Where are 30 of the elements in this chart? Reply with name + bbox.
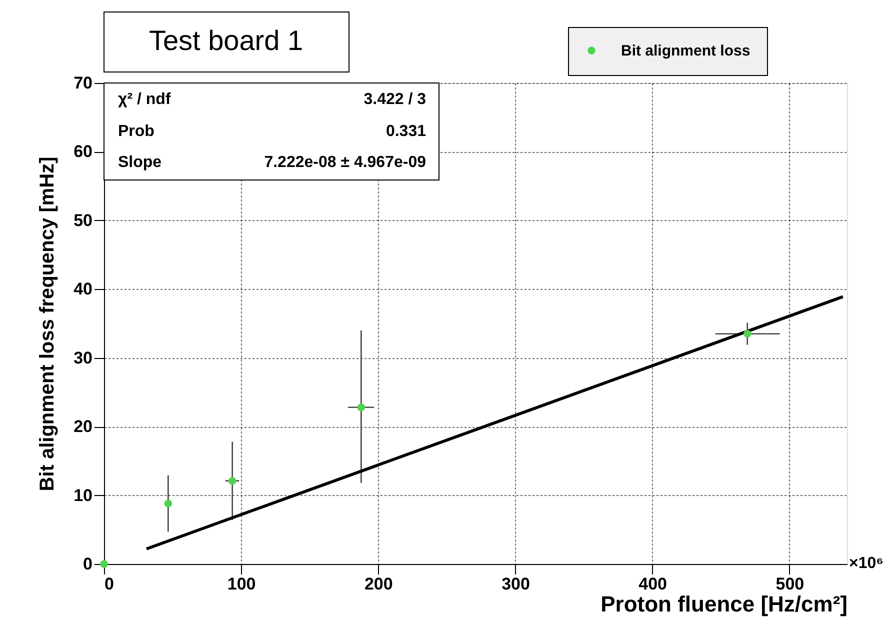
annotation: Slope (118, 154, 162, 171)
y-tick-label: 50 (74, 210, 92, 230)
y-tick-label: 20 (74, 417, 92, 436)
x-tick-label: 200 (364, 574, 393, 594)
y-tick-label: 30 (74, 348, 92, 368)
point (228, 476, 236, 485)
y-tick-label: 0 (83, 554, 92, 574)
x-axis-title: Proton fluence [Hz/cm²] (600, 592, 848, 616)
y-tick-label: 40 (74, 280, 92, 299)
point (164, 500, 172, 508)
point (357, 403, 366, 412)
x-tick-label: 0 (104, 574, 114, 594)
x-tick-label: 300 (502, 574, 530, 594)
annotation: 7.222e-08 ± 4.967e-09 (264, 154, 426, 171)
y-tick-label: 60 (74, 142, 92, 162)
y-tick-label: 70 (74, 74, 92, 92)
annotation: 3.422 / 3 (364, 91, 426, 108)
x-tick-label: 100 (227, 574, 256, 594)
annotation: Prob (118, 123, 155, 140)
annotation: 0.331 (386, 123, 426, 140)
annotation: χ² / ndf (118, 91, 172, 108)
point (100, 560, 108, 568)
y-axis-title: Bit alignment loss frequency [mHz] (36, 156, 59, 492)
y-tick-label: 10 (74, 486, 92, 505)
point (743, 330, 752, 338)
legend-label: Bit alignment loss (621, 42, 750, 60)
x-tick-label: 400 (638, 574, 668, 594)
x-tick-label: 500 (776, 574, 804, 594)
chart-title: Test board 1 (148, 25, 304, 56)
text: ×10⁶ (849, 555, 884, 572)
